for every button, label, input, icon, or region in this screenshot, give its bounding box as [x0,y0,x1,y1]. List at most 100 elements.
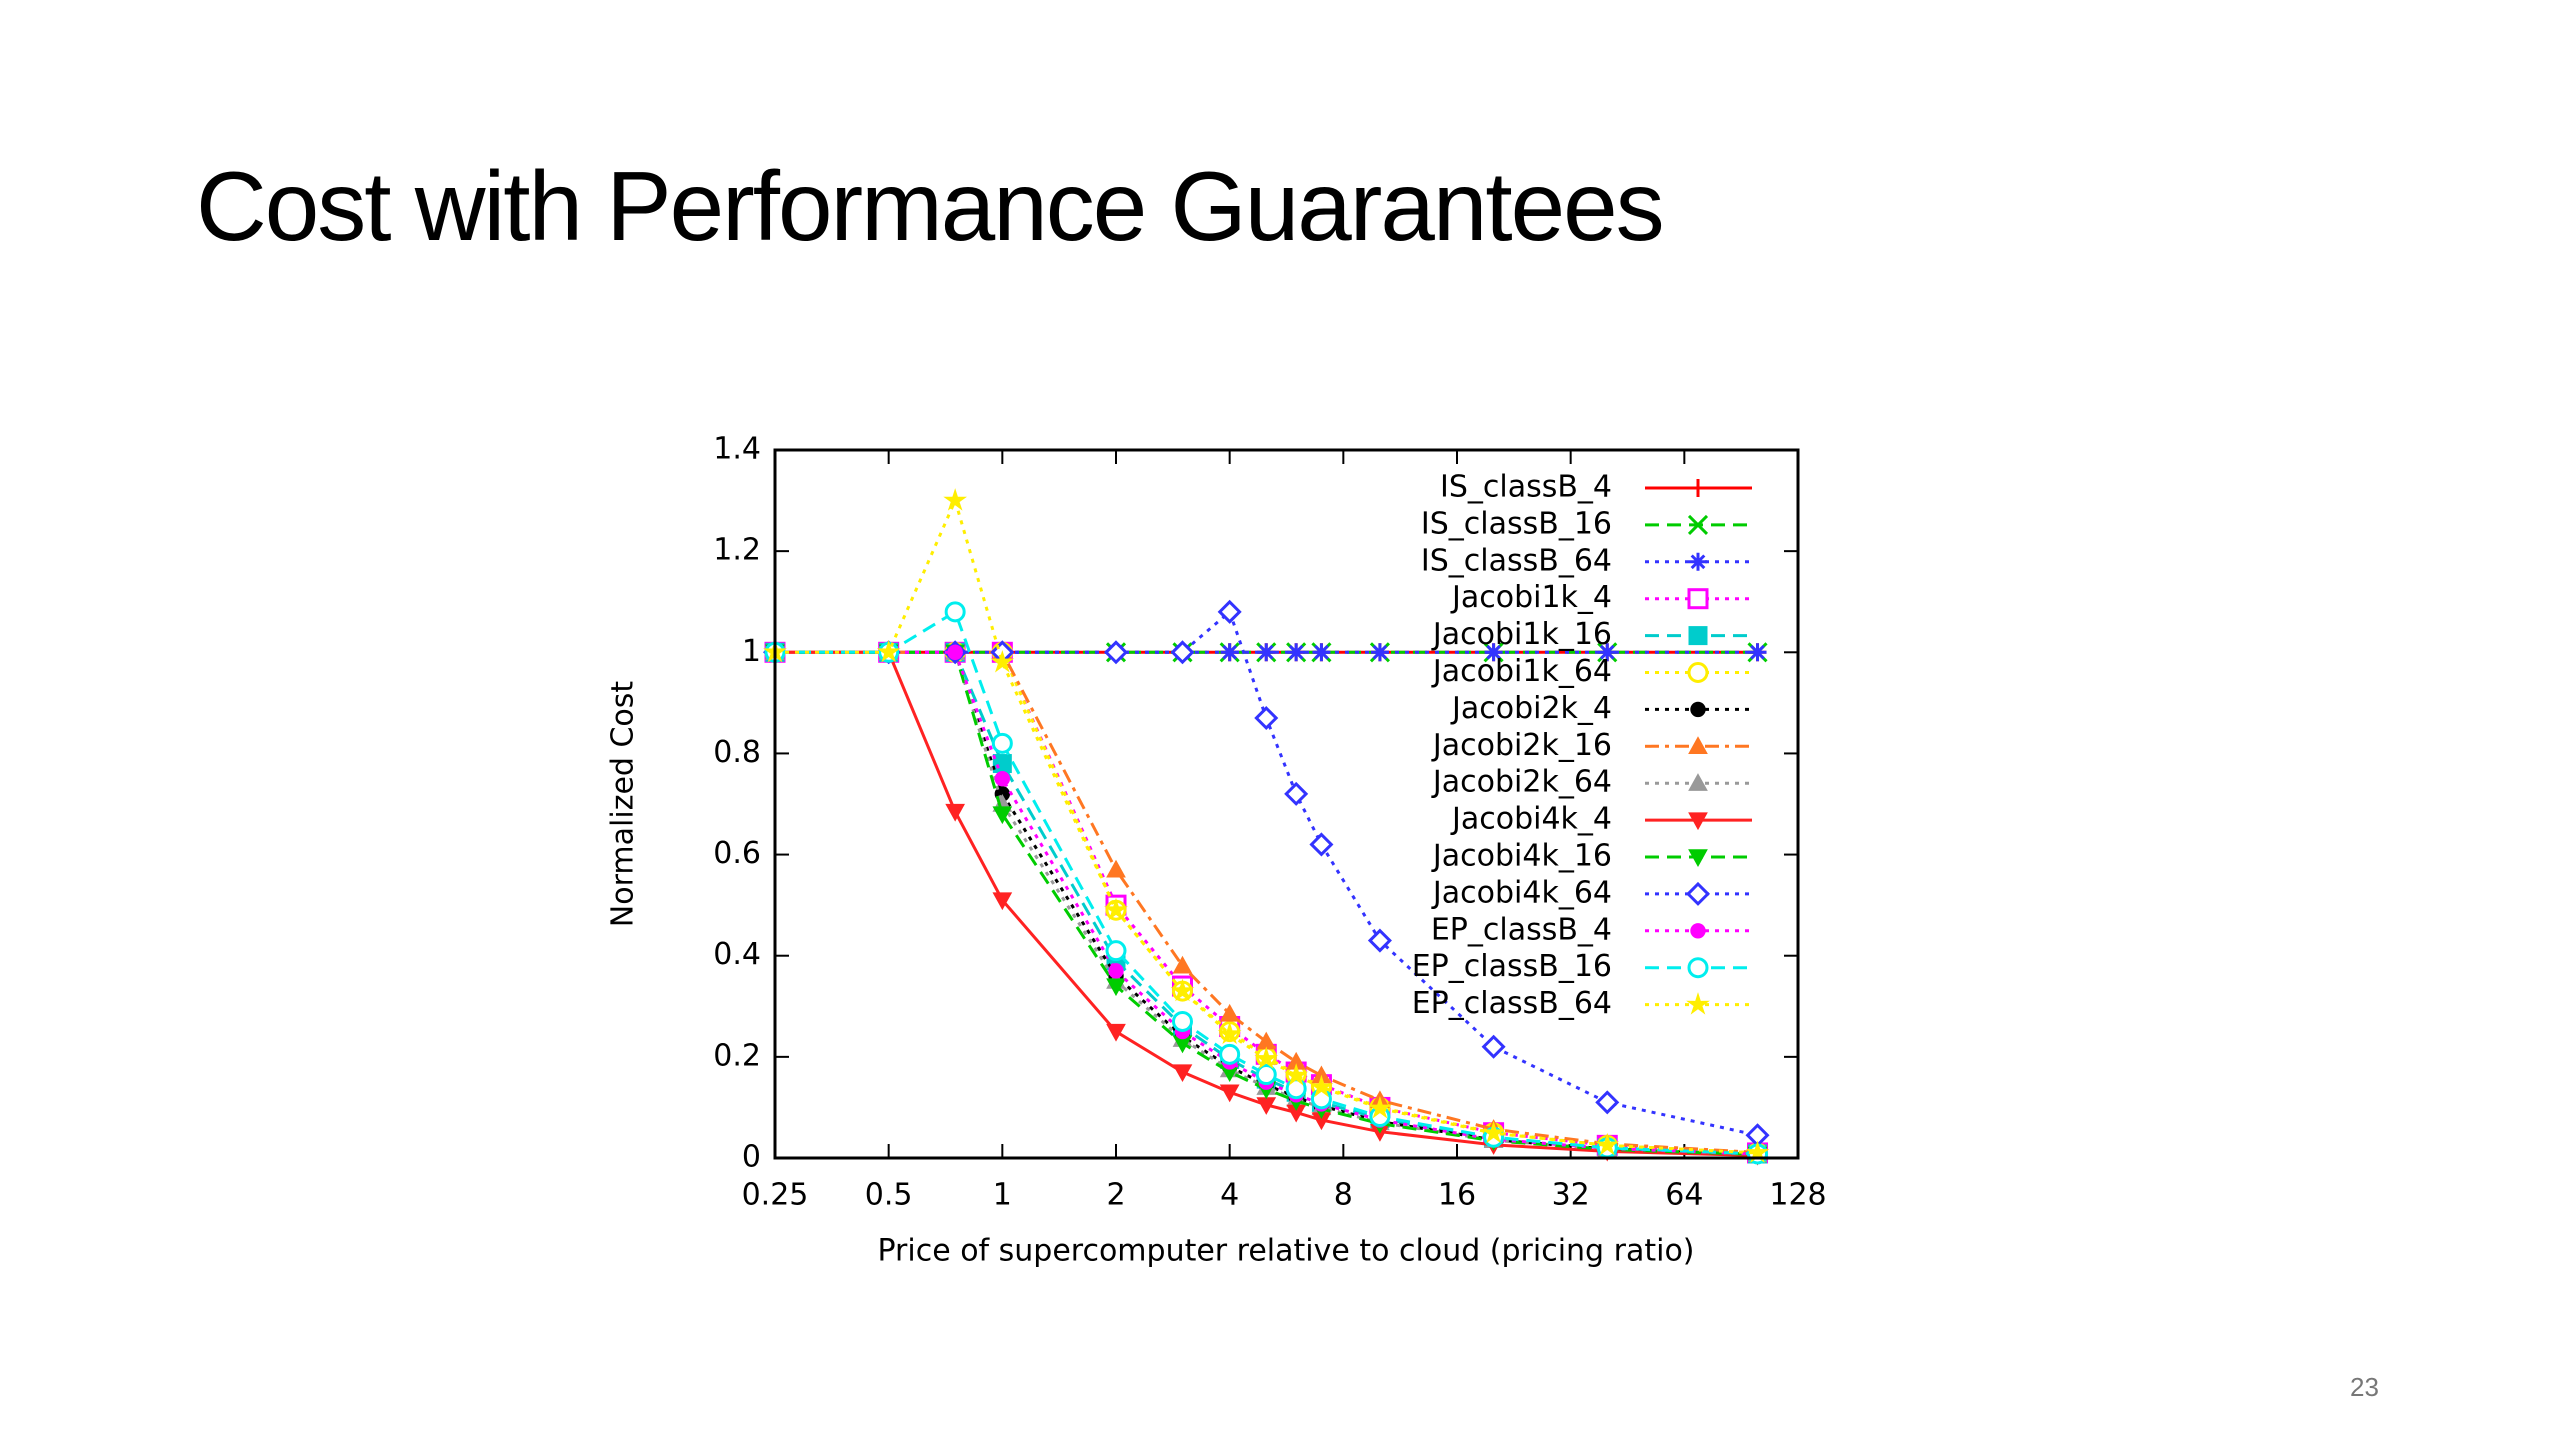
marker-shape [1172,1064,1193,1083]
marker-shape [1598,643,1617,662]
marker [994,771,1011,787]
marker [992,806,1013,825]
marker [1106,1023,1126,1042]
marker-shape [1595,1132,1620,1156]
x-tick-label: 0.25 [742,1178,809,1213]
marker [1748,643,1767,662]
marker-shape [1312,643,1331,662]
legend-label: Jacobi1k_16 [1431,617,1612,652]
marker [1312,643,1331,662]
series-line [775,650,1758,1156]
marker-shape [992,754,1012,774]
marker [1689,552,1707,571]
series-line [775,650,1758,1155]
series-line [775,650,1758,1157]
series-line [775,609,1758,1137]
marker [990,649,1015,673]
marker-shape [1171,1010,1193,1032]
marker [1105,940,1127,962]
marker [1687,514,1709,535]
plot-frame [773,448,1800,1160]
legend-label: Jacobi4k_64 [1431,875,1612,910]
marker [1217,599,1242,624]
marker-shape [1309,1074,1334,1098]
x-tick-label: 1 [993,1178,1012,1213]
y-tick-label: 1.2 [713,533,761,568]
marker-shape [1687,588,1709,610]
marker [991,732,1013,754]
marker-shape [1105,940,1127,962]
marker-shape [992,892,1013,911]
marker-shape [947,644,963,660]
x-tick-label: 2 [1106,1178,1125,1213]
marker-shape [1688,626,1708,646]
slide-title: Cost with Performance Guarantees [196,151,1665,261]
marker-shape [1688,773,1708,791]
marker-shape [1484,643,1503,662]
marker-shape [1257,643,1276,662]
marker-shape [1106,859,1126,878]
marker-shape [1688,849,1708,868]
marker-shape [994,771,1011,787]
marker [1172,955,1193,974]
x-tick-label: 16 [1438,1178,1476,1213]
marker-shape [1219,1003,1240,1022]
marker [1688,626,1708,646]
legend-label: EP_classB_4 [1431,912,1612,947]
marker [1687,957,1709,979]
marker [1170,640,1195,665]
marker-shape [1748,643,1767,662]
marker-shape [1481,1120,1506,1144]
marker-shape [943,488,968,511]
marker-shape [1103,640,1129,665]
marker [1368,1095,1392,1119]
marker-shape [1687,514,1709,535]
marker [1688,849,1708,868]
marker-shape [1104,897,1128,921]
marker [1220,643,1239,662]
marker [1598,643,1617,662]
marker [1254,706,1279,731]
marker [1481,1034,1506,1059]
legend-label: Jacobi1k_4 [1450,580,1612,615]
y-axis-label: Normalized Cost [606,681,641,928]
marker [1688,736,1708,754]
page-number: 23 [2350,1372,2379,1402]
marker-shape [992,806,1013,825]
marker [1367,928,1392,953]
marker-shape [1255,1064,1277,1086]
x-tick-label: 32 [1552,1178,1590,1213]
marker-shape [1106,978,1126,997]
marker [1481,1120,1506,1144]
marker-shape [1688,812,1708,831]
legend-label: Jacobi2k_4 [1450,691,1612,726]
marker [1104,897,1128,921]
marker [1685,881,1711,906]
marker-shape [1219,1043,1241,1065]
marker-shape [1690,701,1706,718]
legend-label: Jacobi1k_64 [1431,654,1612,689]
marker-shape [1285,1078,1307,1100]
y-tick-label: 0.6 [713,836,761,871]
marker-shape [1106,1023,1126,1042]
marker [1219,1043,1241,1065]
legend-label: EP_classB_64 [1412,986,1612,1021]
marker [1219,1003,1240,1022]
marker-shape [1170,978,1195,1002]
marker [1484,643,1503,662]
legend-label: Jacobi4k_16 [1431,839,1612,874]
marker [1171,1010,1193,1032]
marker-shape [945,803,966,822]
marker [1309,1074,1334,1098]
marker [1595,1132,1620,1156]
marker-shape [1254,1046,1279,1069]
y-tick-label: 0 [742,1140,761,1175]
marker [1285,1078,1307,1100]
marker-shape [1689,552,1707,571]
marker [1172,1064,1193,1083]
marker-shape [990,649,1015,673]
marker [1689,479,1707,497]
marker-shape [1309,832,1334,857]
marker-shape [1595,1090,1620,1115]
marker [945,803,966,822]
